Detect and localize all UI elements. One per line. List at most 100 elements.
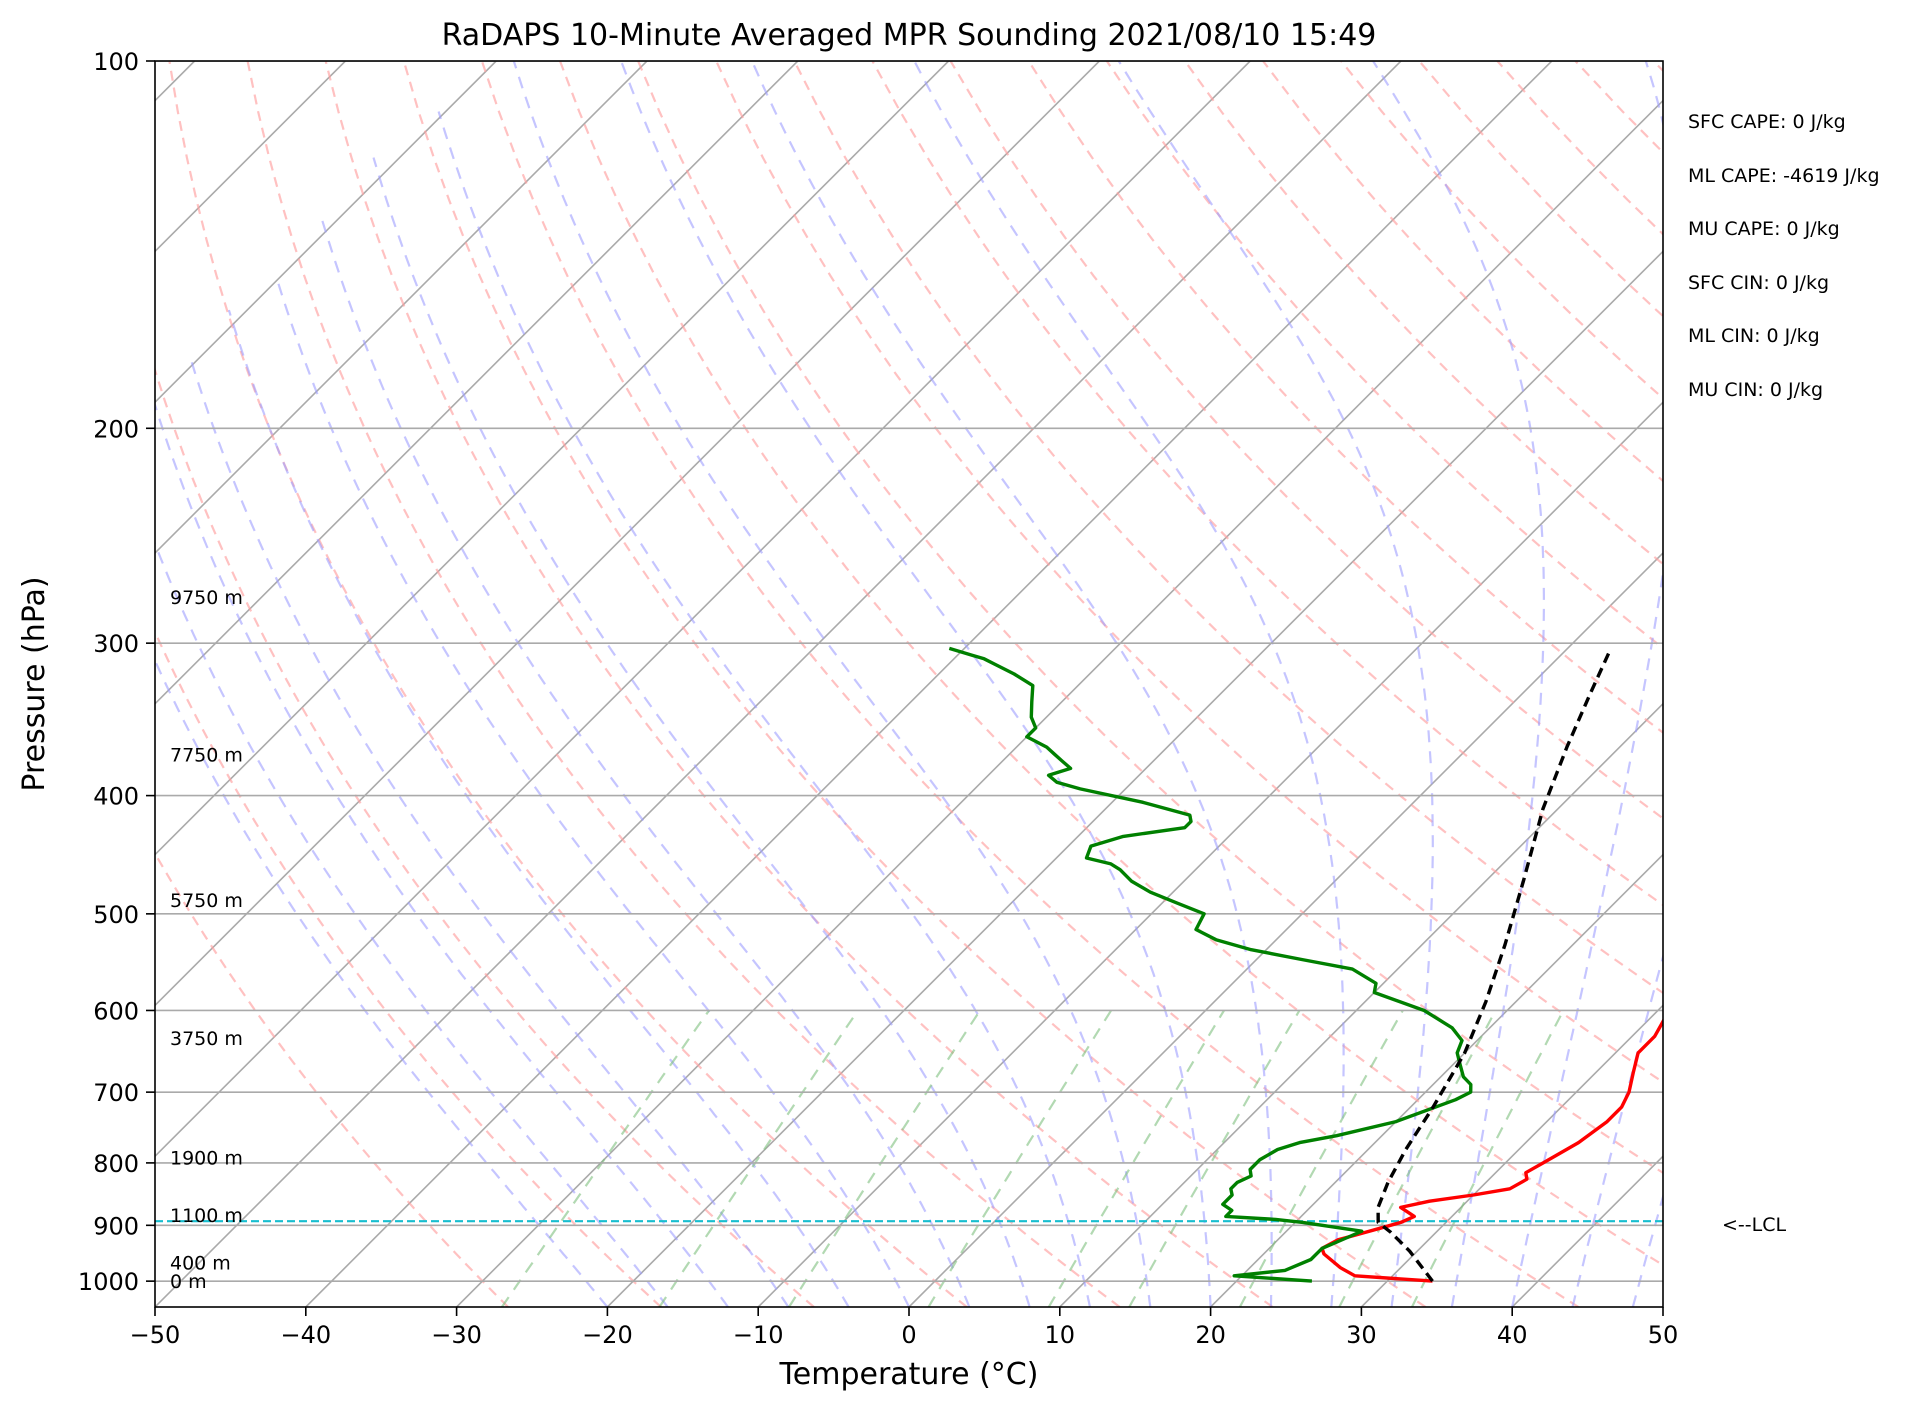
height-label: 7750 m [170, 744, 243, 766]
isotherm [155, 61, 1402, 1307]
y-tick-label: 700 [93, 1079, 139, 1107]
index-sfc-cin: SFC CIN: 0 J/kg [1688, 272, 1829, 294]
dry-adiabat [402, 61, 1427, 1307]
height-label: 1900 m [170, 1148, 243, 1170]
moist-adiabat [437, 111, 1092, 1307]
dry-adiabat [1732, 61, 1922, 1307]
dry-adiabat [1652, 61, 1663, 73]
moist-adiabat [512, 61, 1152, 1307]
dry-adiabat [637, 61, 1663, 1175]
index-sfc-cape: SFC CAPE: 0 J/kg [1688, 111, 1846, 133]
isotherm [155, 61, 648, 555]
height-labels: 9750 m 7750 m 5750 m 3750 m 1900 m 1100 m 400 … [170, 587, 243, 1293]
y-tick-label: 500 [93, 901, 139, 929]
lcl-label: <--LCL [1722, 1214, 1786, 1236]
dry-adiabat [155, 629, 662, 1307]
dry-adiabat [793, 61, 1663, 995]
moist-adiabat [321, 219, 971, 1307]
isotherm [155, 61, 497, 404]
dry-adiabat [1105, 61, 1663, 650]
height-label: 0 m [170, 1271, 207, 1293]
mixing-ratio-line [500, 1009, 710, 1307]
x-tick-label: −50 [130, 1321, 181, 1349]
x-axis-ticks: −50 −40 −30 −20 −10 0 10 20 30 40 50 [130, 1307, 1679, 1349]
x-tick-label: 50 [1648, 1321, 1679, 1349]
moist-adiabat [913, 61, 1345, 1307]
mixing-ratio-line [927, 1009, 1113, 1307]
isotherm [1662, 1305, 1663, 1307]
isotherm [1360, 1004, 1663, 1307]
isotherm [155, 61, 799, 705]
parcel-profile-line [1376, 651, 1611, 1283]
x-tick-label: 20 [1195, 1321, 1226, 1349]
y-tick-label: 300 [93, 630, 139, 658]
height-label: 400 m [170, 1252, 231, 1274]
dry-adiabat [1340, 61, 1663, 400]
index-ml-cape: ML CAPE: -4619 J/kg [1688, 165, 1880, 187]
height-label: 3750 m [170, 1028, 243, 1050]
background-reference-lines [155, 61, 1922, 1307]
x-tick-label: −30 [431, 1321, 482, 1349]
isotherm [606, 250, 1663, 1307]
moist-adiabat [274, 275, 910, 1307]
moist-adiabat [155, 540, 669, 1307]
dry-adiabat [1496, 61, 1663, 236]
x-axis-label: Temperature (°C) [779, 1357, 1039, 1392]
dry-adiabat [558, 61, 1663, 1267]
moist-adiabat [227, 309, 850, 1307]
moist-adiabat [1631, 1192, 1663, 1307]
moist-adiabat [155, 658, 609, 1307]
dry-adiabat [155, 366, 815, 1307]
height-label: 9750 m [170, 587, 243, 609]
isotherm [456, 99, 1663, 1307]
dry-adiabat [949, 61, 1663, 820]
mixing-ratio-line [658, 1009, 859, 1307]
x-tick-label: −10 [733, 1321, 784, 1349]
y-tick-label: 800 [93, 1150, 139, 1178]
mixing-ratio-line [1411, 1009, 1565, 1307]
isotherm [155, 61, 1100, 1007]
isotherm [908, 551, 1663, 1307]
moist-adiabat [372, 157, 1031, 1307]
moist-adiabat [620, 61, 1212, 1307]
index-panel: SFC CAPE: 0 J/kg ML CAPE: -4619 J/kg MU … [1688, 111, 1880, 401]
chart-title: RaDAPS 10-Minute Averaged MPR Sounding 2… [442, 18, 1377, 53]
y-tick-label: 100 [93, 48, 139, 76]
index-mu-cin: MU CIN: 0 J/kg [1688, 379, 1823, 401]
dry-adiabat [155, 851, 509, 1307]
y-tick-label: 200 [93, 415, 139, 443]
mixing-ratio-line [788, 1009, 981, 1307]
dry-adiabat [1418, 61, 1663, 318]
x-tick-label: 40 [1497, 1321, 1528, 1349]
y-tick-label: 400 [93, 783, 139, 811]
y-tick-label: 900 [93, 1212, 139, 1240]
pressure-gridlines [155, 61, 1663, 1282]
dry-adiabat [715, 61, 1663, 1084]
isotherm [1814, 61, 1922, 1307]
moist-adiabat [1117, 61, 1434, 1307]
moist-adiabat [189, 357, 790, 1307]
x-tick-label: 30 [1346, 1321, 1377, 1349]
y-axis-ticks: 100 200 300 400 500 600 700 800 900 1000 [78, 48, 155, 1296]
moist-adiabat [750, 61, 1273, 1307]
index-mu-cape: MU CAPE: 0 J/kg [1688, 218, 1840, 240]
y-axis-label: Pressure (hPa) [17, 576, 52, 791]
isotherm [1210, 853, 1663, 1307]
moist-adiabat [1571, 952, 1663, 1307]
x-tick-label: −20 [582, 1321, 633, 1349]
x-tick-label: −40 [280, 1321, 331, 1349]
isotherm [155, 61, 950, 856]
x-tick-label: 0 [901, 1321, 916, 1349]
moist-adiabat [1511, 61, 1663, 1307]
mixing-ratio-line [1047, 1009, 1225, 1307]
moist-adiabat [155, 401, 729, 1307]
y-tick-label: 1000 [78, 1268, 139, 1296]
mixing-ratio-line [1238, 1009, 1404, 1307]
dry-adiabat [1262, 61, 1663, 483]
isotherm [155, 61, 1251, 1158]
isotherm [757, 401, 1663, 1307]
index-ml-cin: ML CIN: 0 J/kg [1688, 325, 1820, 347]
mixing-ratio-line [1338, 1009, 1497, 1307]
dry-adiabat [246, 61, 1121, 1307]
